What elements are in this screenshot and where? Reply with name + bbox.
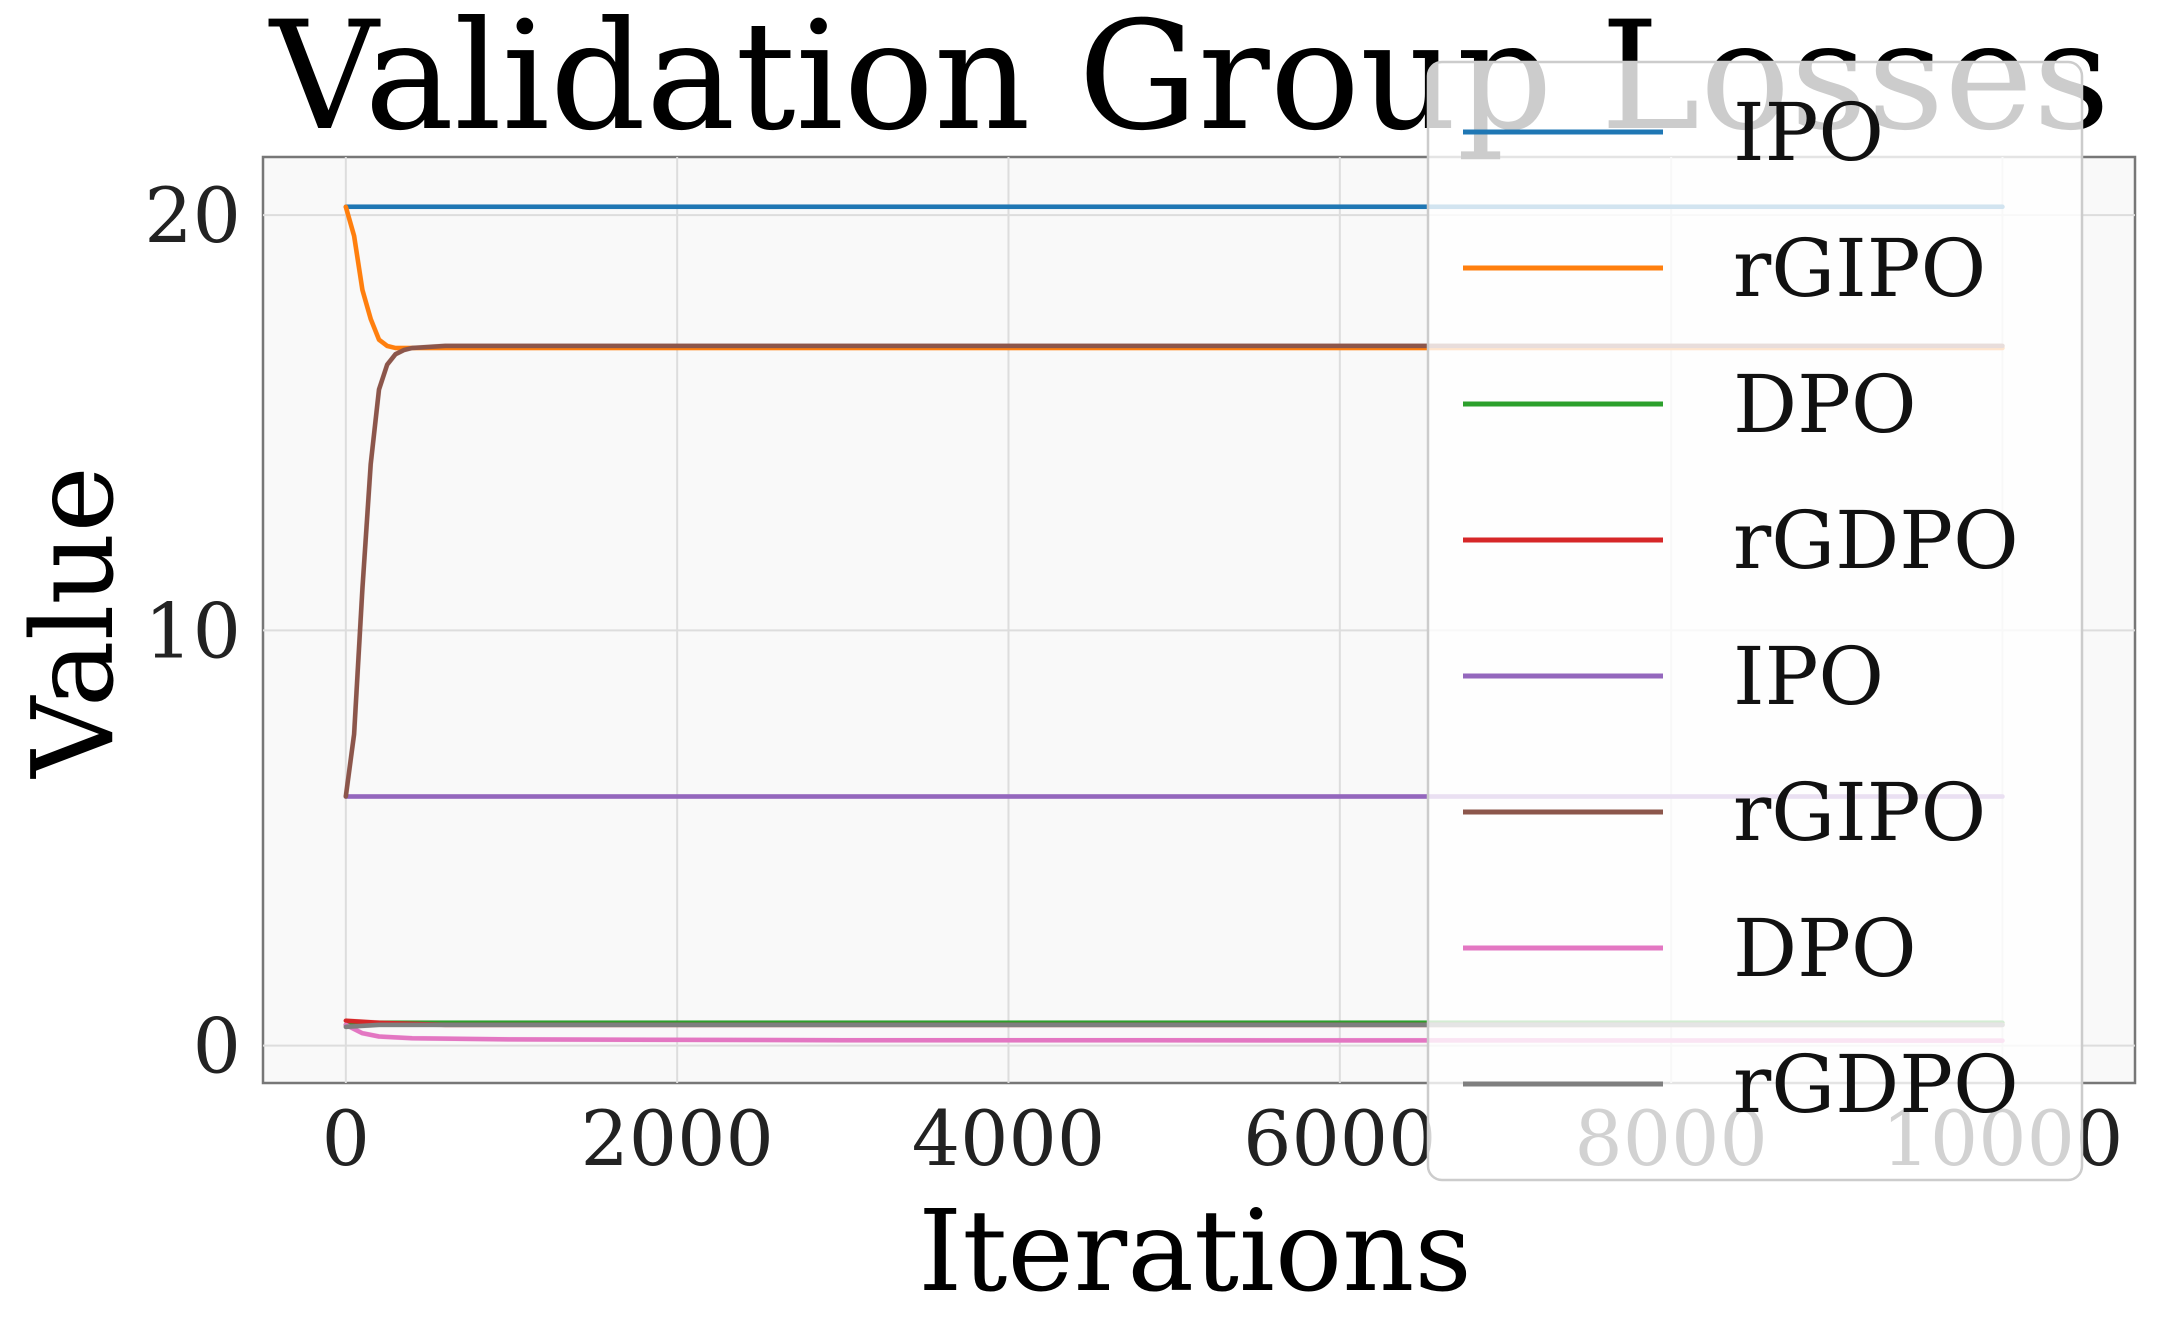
y-tick-label: 0 xyxy=(193,1002,241,1091)
y-tick-label: 20 xyxy=(144,171,241,260)
legend-label: IPO xyxy=(1733,86,1884,179)
x-tick-label: 2000 xyxy=(580,1094,773,1183)
y-tick-label: 10 xyxy=(144,586,241,675)
legend-label: rGDPO xyxy=(1733,1038,2019,1131)
legend-label: IPO xyxy=(1733,630,1884,723)
series-line-8 xyxy=(343,1022,2005,1030)
legend-label: DPO xyxy=(1733,902,1917,995)
y-axis-label: Value xyxy=(9,466,139,780)
legend: IPO rGIPO DPO rGDPO IPO rGIPO DPO rGDPO xyxy=(1426,60,2084,1182)
legend-label: rGIPO xyxy=(1733,766,1986,859)
legend-label: rGIPO xyxy=(1733,222,1986,315)
x-tick-label: 4000 xyxy=(912,1094,1105,1183)
x-tick-label: 6000 xyxy=(1243,1094,1436,1183)
y-ticks: 0 10 20 xyxy=(144,171,241,1090)
x-axis-label: Iterations xyxy=(918,1187,1472,1317)
series-line-6 xyxy=(343,343,2005,799)
x-tick-label: 0 xyxy=(322,1094,370,1183)
series-layer xyxy=(343,204,2005,1044)
legend-label: rGDPO xyxy=(1733,494,2019,587)
series-line-7 xyxy=(343,1022,2005,1043)
legend-box xyxy=(1426,60,2084,1182)
legend-label: DPO xyxy=(1733,358,1917,451)
